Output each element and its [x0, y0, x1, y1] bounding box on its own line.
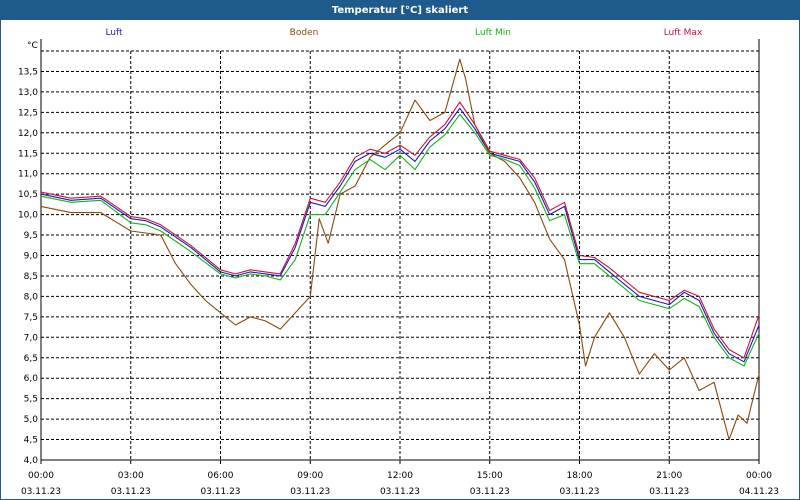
y-tick-label: 11,5	[18, 149, 38, 159]
y-tick-label: 7,5	[24, 313, 38, 323]
legend-entry-luft-max: Luft Max	[664, 28, 703, 38]
axes	[40, 39, 760, 464]
x-tick-time: 00:00	[28, 471, 54, 481]
y-tick-label: 10,0	[18, 211, 38, 221]
x-tick-time: 15:00	[477, 471, 503, 481]
y-tick-label: 5,0	[24, 415, 39, 425]
x-tick-date: 03.11.23	[290, 487, 330, 497]
y-tick-label: 9,0	[24, 252, 39, 262]
legend-entry-boden: Boden	[290, 28, 319, 38]
x-tick-time: 00:00	[746, 471, 772, 481]
y-tick-label: 6,5	[24, 354, 38, 364]
y-tick-label: 4,0	[24, 456, 39, 466]
series-line-luft-max	[40, 101, 760, 359]
grid	[41, 50, 759, 460]
x-tick-time: 03:00	[118, 471, 144, 481]
y-tick-label: 7,0	[24, 333, 39, 343]
legend-entry-luft-min: Luft Min	[475, 28, 511, 38]
x-tick-date: 03.11.23	[200, 487, 240, 497]
x-tick-time: 21:00	[656, 471, 682, 481]
chart-title: Temperatur [°C] skaliert	[1, 1, 799, 20]
x-tick-time: 09:00	[297, 471, 323, 481]
x-tick-date: 03.11.23	[470, 487, 510, 497]
x-tick-date: 03.11.23	[111, 487, 151, 497]
y-tick-label: 11,0	[18, 170, 38, 180]
series-layer	[40, 58, 760, 441]
y-tick-label: 12,0	[18, 129, 38, 139]
legend: Luft Boden Luft Min Luft Max	[105, 28, 703, 38]
y-tick-label: 10,5	[18, 190, 38, 200]
series-line-luft-min	[40, 113, 760, 367]
y-tick-label: 13,0	[18, 88, 38, 98]
series-line-luft	[40, 107, 760, 363]
y-axis-unit: °C	[27, 41, 38, 51]
y-tick-label: 9,5	[24, 231, 38, 241]
tick-labels: 4,0 4,5 5,0 5,5 6,0 6,5 7,0 7,5 8,0 8,5 9,0 9,5 10,0…	[18, 41, 779, 497]
y-tick-label: 13,5	[18, 67, 38, 77]
x-tick-time: 18:00	[567, 471, 593, 481]
legend-entry-luft: Luft	[105, 28, 123, 38]
x-tick-date: 04.11.23	[739, 487, 779, 497]
x-tick-date: 03.11.23	[649, 487, 689, 497]
x-tick-time: 12:00	[387, 471, 413, 481]
x-tick-date: 03.11.23	[380, 487, 420, 497]
x-tick-time: 06:00	[208, 471, 234, 481]
y-tick-label: 8,5	[24, 272, 38, 282]
y-tick-label: 6,0	[24, 374, 39, 384]
series-line-boden	[40, 58, 760, 441]
y-tick-label: 12,5	[18, 108, 38, 118]
y-tick-label: 8,0	[24, 292, 39, 302]
y-tick-label: 5,5	[24, 395, 38, 405]
x-tick-date: 03.11.23	[21, 487, 61, 497]
x-tick-date: 03.11.23	[559, 487, 599, 497]
y-tick-label: 4,5	[24, 436, 38, 446]
